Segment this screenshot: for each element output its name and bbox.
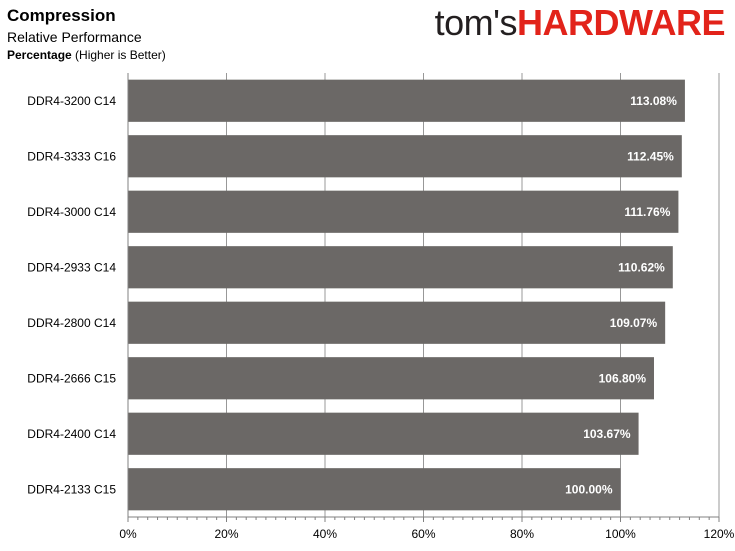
- logo-part-2: HARDWARE: [517, 2, 726, 43]
- category-label-6: DDR4-2400 C14: [27, 427, 116, 441]
- toms-hardware-logo: tom'sHARDWARE: [434, 2, 726, 44]
- caption-rest: (Higher is Better): [71, 48, 166, 62]
- bar-2: [128, 190, 679, 233]
- chart-title: Compression: [7, 6, 116, 25]
- x-tick-label-2: 40%: [313, 527, 337, 541]
- caption-bold: Percentage: [7, 48, 72, 62]
- x-tick-label-1: 20%: [214, 527, 238, 541]
- chart-subtitle: Relative Performance: [7, 29, 142, 45]
- x-tick-label-4: 80%: [510, 527, 534, 541]
- value-label-0: 113.08%: [630, 94, 677, 108]
- value-label-4: 109.07%: [610, 316, 658, 330]
- value-label-5: 106.80%: [599, 371, 647, 385]
- logo-part-1: tom's: [434, 2, 518, 43]
- category-label-2: DDR4-3000 C14: [27, 205, 116, 219]
- x-tick-label-0: 0%: [119, 527, 137, 541]
- value-label-2: 111.76%: [624, 205, 670, 219]
- bar-6: [128, 412, 639, 455]
- bar-4: [128, 301, 666, 344]
- x-tick-label-3: 60%: [411, 527, 435, 541]
- category-label-1: DDR4-3333 C16: [27, 149, 116, 163]
- category-label-3: DDR4-2933 C14: [27, 260, 116, 274]
- value-label-1: 112.45%: [627, 149, 674, 163]
- x-tick-label-5: 100%: [605, 527, 636, 541]
- value-label-7: 100.00%: [565, 482, 613, 496]
- value-label-3: 110.62%: [618, 260, 665, 274]
- category-label-7: DDR4-2133 C15: [27, 482, 116, 496]
- x-tick-label-6: 120%: [704, 527, 735, 541]
- bar-3: [128, 246, 673, 289]
- category-label-0: DDR4-3200 C14: [27, 94, 116, 108]
- chart-axis-caption: Percentage (Higher is Better): [7, 48, 166, 62]
- bar-5: [128, 357, 654, 400]
- bar-7: [128, 468, 621, 511]
- bar-1: [128, 135, 682, 178]
- category-label-4: DDR4-2800 C14: [27, 316, 116, 330]
- value-label-6: 103.67%: [583, 427, 631, 441]
- category-label-5: DDR4-2666 C15: [27, 371, 116, 385]
- bar-0: [128, 79, 685, 122]
